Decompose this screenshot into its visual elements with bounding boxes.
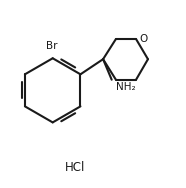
Text: NH₂: NH₂ bbox=[116, 82, 135, 92]
Text: Br: Br bbox=[46, 41, 57, 51]
Text: HCl: HCl bbox=[65, 161, 85, 174]
Text: O: O bbox=[139, 34, 147, 44]
